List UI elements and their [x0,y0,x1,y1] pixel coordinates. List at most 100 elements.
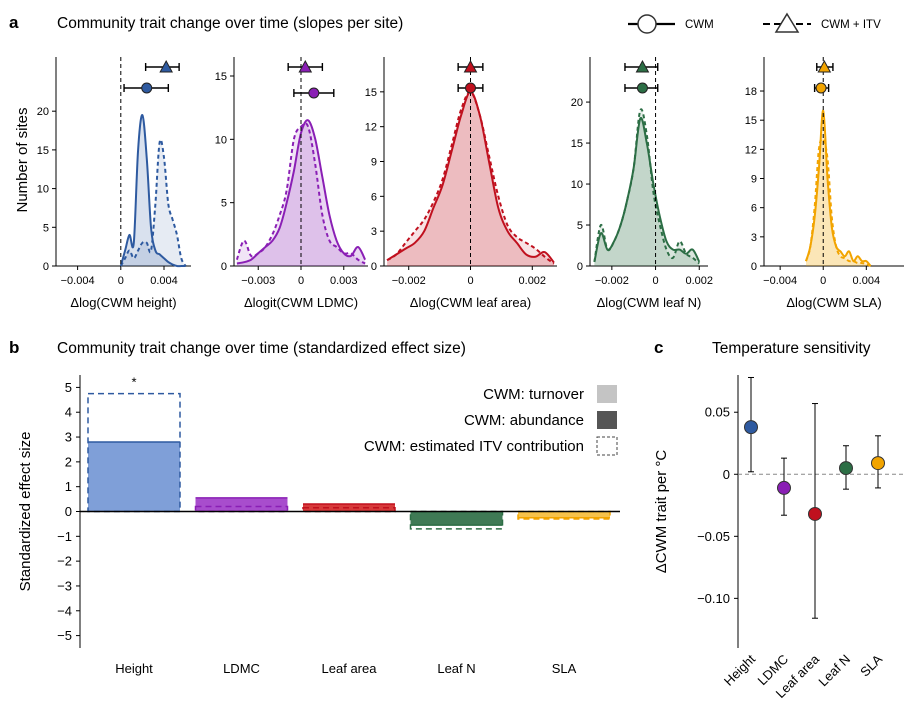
y-tick-label: 10 [37,184,49,196]
category-label: SLA [857,651,885,679]
category-label: LDMC [223,661,260,676]
y-tick-label: 9 [371,157,377,169]
y-tick-label: 2 [65,454,72,469]
y-tick-label: −4 [57,603,72,618]
y-tick-label: 0 [65,504,72,519]
panel-c-title: Temperature sensitivity [712,340,871,357]
density-subplot-sla: 0 3 6 9 12 15 18 −0.004 0 0.004 Δlog(CWM SLA) [745,57,904,310]
point-cwm-itv [635,59,650,73]
density-fill-cwm [594,117,700,266]
x-tick-label: −0.003 [241,275,275,287]
x-tick-label: −0.002 [595,275,629,287]
y-tick-label: 5 [577,220,583,232]
y-tick-label: 9 [751,174,757,186]
density-line-cwm-itv [119,138,187,267]
x-tick-label: 0.003 [330,275,358,287]
bar-cwm-sla [518,511,610,518]
legend-cwm-label: CWM [685,19,714,31]
y-tick-label: 15 [745,115,757,127]
y-tick-label: 0 [751,261,757,273]
legend-cwm-circle [637,14,657,34]
density-subplot-ldmc: 0 5 10 15 −0.003 0 0.003 Δlogit(CWM LDMC) [215,57,368,310]
x-tick-label: 0 [467,275,473,287]
x-axis-label: Δlog(CWM leaf area) [410,295,531,310]
y-tick-label: 0 [371,261,377,273]
panel-a-letter: a [9,13,19,32]
legend-swatch [596,436,618,456]
x-tick-label: 0 [298,275,304,287]
y-tick-label: −1 [57,529,72,544]
density-line-cwm [593,116,701,263]
panel-a-ylabel: Number of sites [14,107,31,212]
x-tick-label: 0 [652,275,658,287]
panel-b-ylabel: Standardized effect size [17,432,34,592]
point-cwm [141,82,153,94]
y-tick-label: 18 [745,86,757,98]
point-cwm-itv [159,59,174,73]
y-tick-label: 20 [37,106,49,118]
point-leaf_area [808,506,822,521]
y-tick-label: 20 [571,97,583,109]
category-label: Leaf N [815,652,853,690]
point-height [744,420,758,435]
x-axis-label: Δlog(CWM leaf N) [597,295,702,310]
density-fill-cwm [120,115,186,267]
y-tick-label: 0 [221,261,227,273]
bar-cwm-height [88,442,180,512]
panel-b-legend: CWM: turnover CWM: abundance CWM: estimate… [364,385,618,456]
y-tick-label: 5 [221,198,227,210]
legend-swatch [597,385,617,403]
point-cwm [636,82,648,94]
legend-cwm-itv-label: CWM + ITV [821,19,881,31]
x-tick-label: 0 [118,275,124,287]
point-cwm [308,87,320,99]
density-subplot-leaf_n: 0 5 10 15 20 −0.002 0 0.002 Δlog(CWM leaf N) [571,57,713,310]
y-tick-label: 6 [751,203,757,215]
y-tick-label: 12 [365,122,377,134]
bar-cwm-leaf_n [410,511,503,526]
legend-cwm-itv-triangle [774,12,800,33]
point-cwm-itv [817,59,832,73]
y-tick-label: 12 [745,144,757,156]
y-tick-label: 6 [371,191,377,203]
panel-c-letter: c [654,338,663,357]
x-axis-label: Δlogit(CWM LDMC) [244,295,358,310]
density-subplot-height: 0 5 10 15 20 −0.004 0 0.004 Δlog(CWM height) [37,57,191,310]
panel-b: Standardized effect size −5 −4 −3 −2 −1 0 1 2 3 4 5… [17,375,620,676]
legend-label: CWM: estimated ITV contribution [364,438,584,455]
point-ldmc [777,480,791,495]
y-tick-label: 15 [215,71,227,83]
panel-b-letter: b [9,338,19,357]
x-tick-label: −0.004 [61,275,95,287]
legend-label: CWM: turnover [483,386,584,403]
y-tick-label: 3 [751,232,757,244]
density-subplot-leaf_area: 0 3 6 9 12 15 −0.002 0 0.002 Δlog(CWM leaf area) [365,57,557,310]
point-cwm [465,82,476,94]
x-axis-label: Δlog(CWM height) [70,295,176,310]
point-cwm [815,82,827,94]
y-tick-label: 3 [371,226,377,238]
panel-b-title: Community trait change over time (standa… [57,340,466,357]
x-tick-label: 0.004 [853,275,881,287]
density-fill-cwm-itv [806,138,871,266]
x-tick-label: 0.004 [150,275,178,287]
point-cwm-itv [298,59,313,73]
density-fill-cwm [806,110,871,266]
point-sla [871,456,885,471]
point-cwm-itv [463,59,478,73]
y-tick-label: 10 [215,134,227,146]
y-tick-label: 3 [65,430,72,445]
y-tick-label: 10 [571,179,583,191]
category-label: Height [721,651,758,688]
y-tick-label: 0.05 [705,405,730,420]
legend-label: CWM: abundance [464,412,584,429]
point-leaf_n [839,461,853,476]
y-tick-label: 4 [65,405,72,420]
y-tick-label: 15 [37,145,49,157]
category-label: Leaf area [322,661,378,676]
y-tick-label: 1 [65,479,72,494]
density-line-cwm [119,114,186,268]
y-tick-label: −5 [57,628,72,643]
bar-cwm-ldmc [195,497,288,512]
